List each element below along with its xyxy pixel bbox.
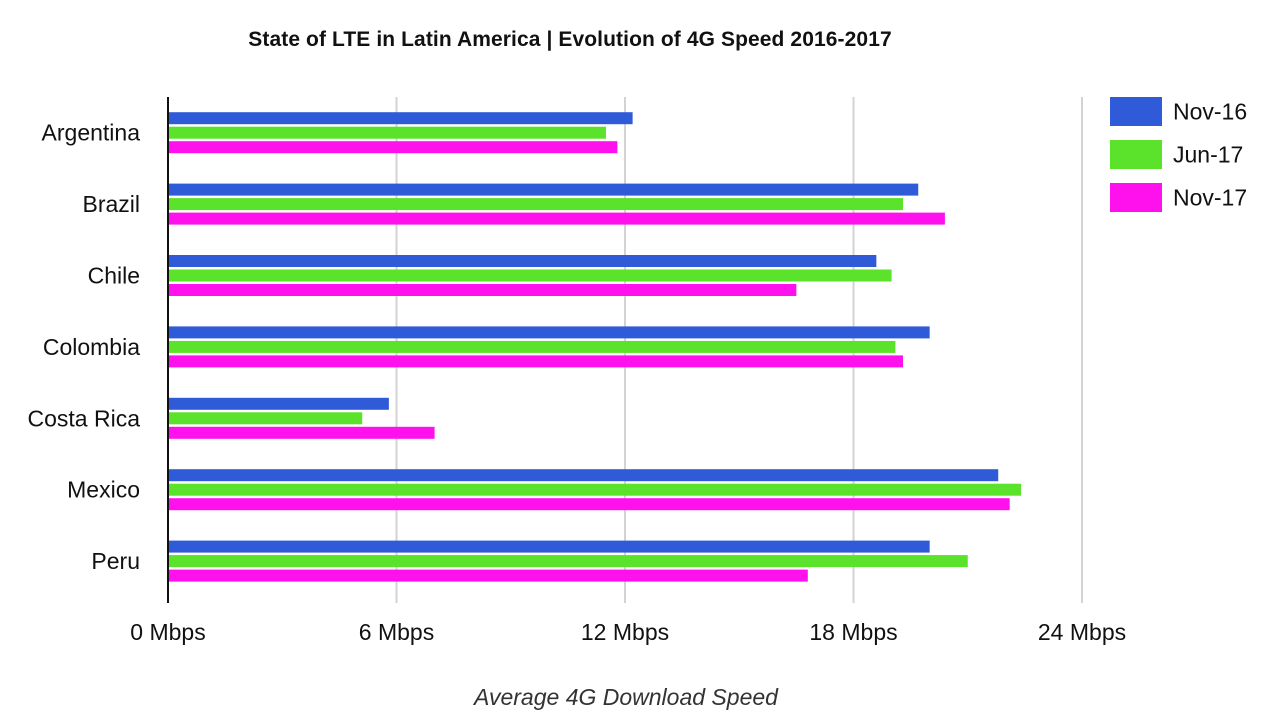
legend-label: Jun-17: [1173, 142, 1243, 168]
legend-swatch: [1110, 183, 1162, 212]
legend-label: Nov-17: [1173, 185, 1247, 211]
bar: [168, 284, 797, 296]
x-tick-label: 18 Mbps: [809, 619, 897, 645]
bar: [168, 412, 363, 425]
y-tick-label: Colombia: [43, 334, 140, 360]
bar: [168, 269, 892, 282]
y-tick-label: Mexico: [67, 477, 140, 503]
legend-label: Nov-16: [1173, 99, 1247, 125]
chart-title: State of LTE in Latin America | Evolutio…: [248, 28, 892, 51]
bar: [168, 255, 877, 267]
bar: [168, 183, 919, 196]
x-tick-label: 24 Mbps: [1038, 619, 1126, 645]
x-tick-label: 0 Mbps: [130, 619, 205, 645]
legend-swatch: [1110, 97, 1162, 126]
bar: [168, 469, 999, 482]
bar: [168, 498, 1010, 511]
legend-swatch: [1110, 140, 1162, 169]
bar: [168, 212, 945, 225]
bar: [168, 540, 930, 553]
x-tick-label: 6 Mbps: [359, 619, 434, 645]
bar: [168, 569, 808, 582]
bar: [168, 397, 389, 410]
bar: [168, 326, 930, 339]
y-tick-label: Costa Rica: [28, 405, 141, 431]
y-tick-label: Brazil: [82, 191, 140, 217]
x-tick-label: 12 Mbps: [581, 619, 669, 645]
y-tick-label: Chile: [88, 263, 140, 289]
bar: [168, 198, 904, 211]
y-tick-label: Peru: [91, 548, 140, 574]
bar: [168, 126, 606, 139]
bar: [168, 340, 896, 353]
bar: [168, 141, 618, 154]
x-axis-title: Average 4G Download Speed: [474, 684, 778, 710]
bar: [168, 555, 968, 568]
y-tick-label: Argentina: [42, 120, 141, 146]
bar: [168, 355, 904, 368]
bar: [168, 426, 435, 439]
bar: [168, 112, 633, 125]
bar: [168, 483, 1022, 496]
